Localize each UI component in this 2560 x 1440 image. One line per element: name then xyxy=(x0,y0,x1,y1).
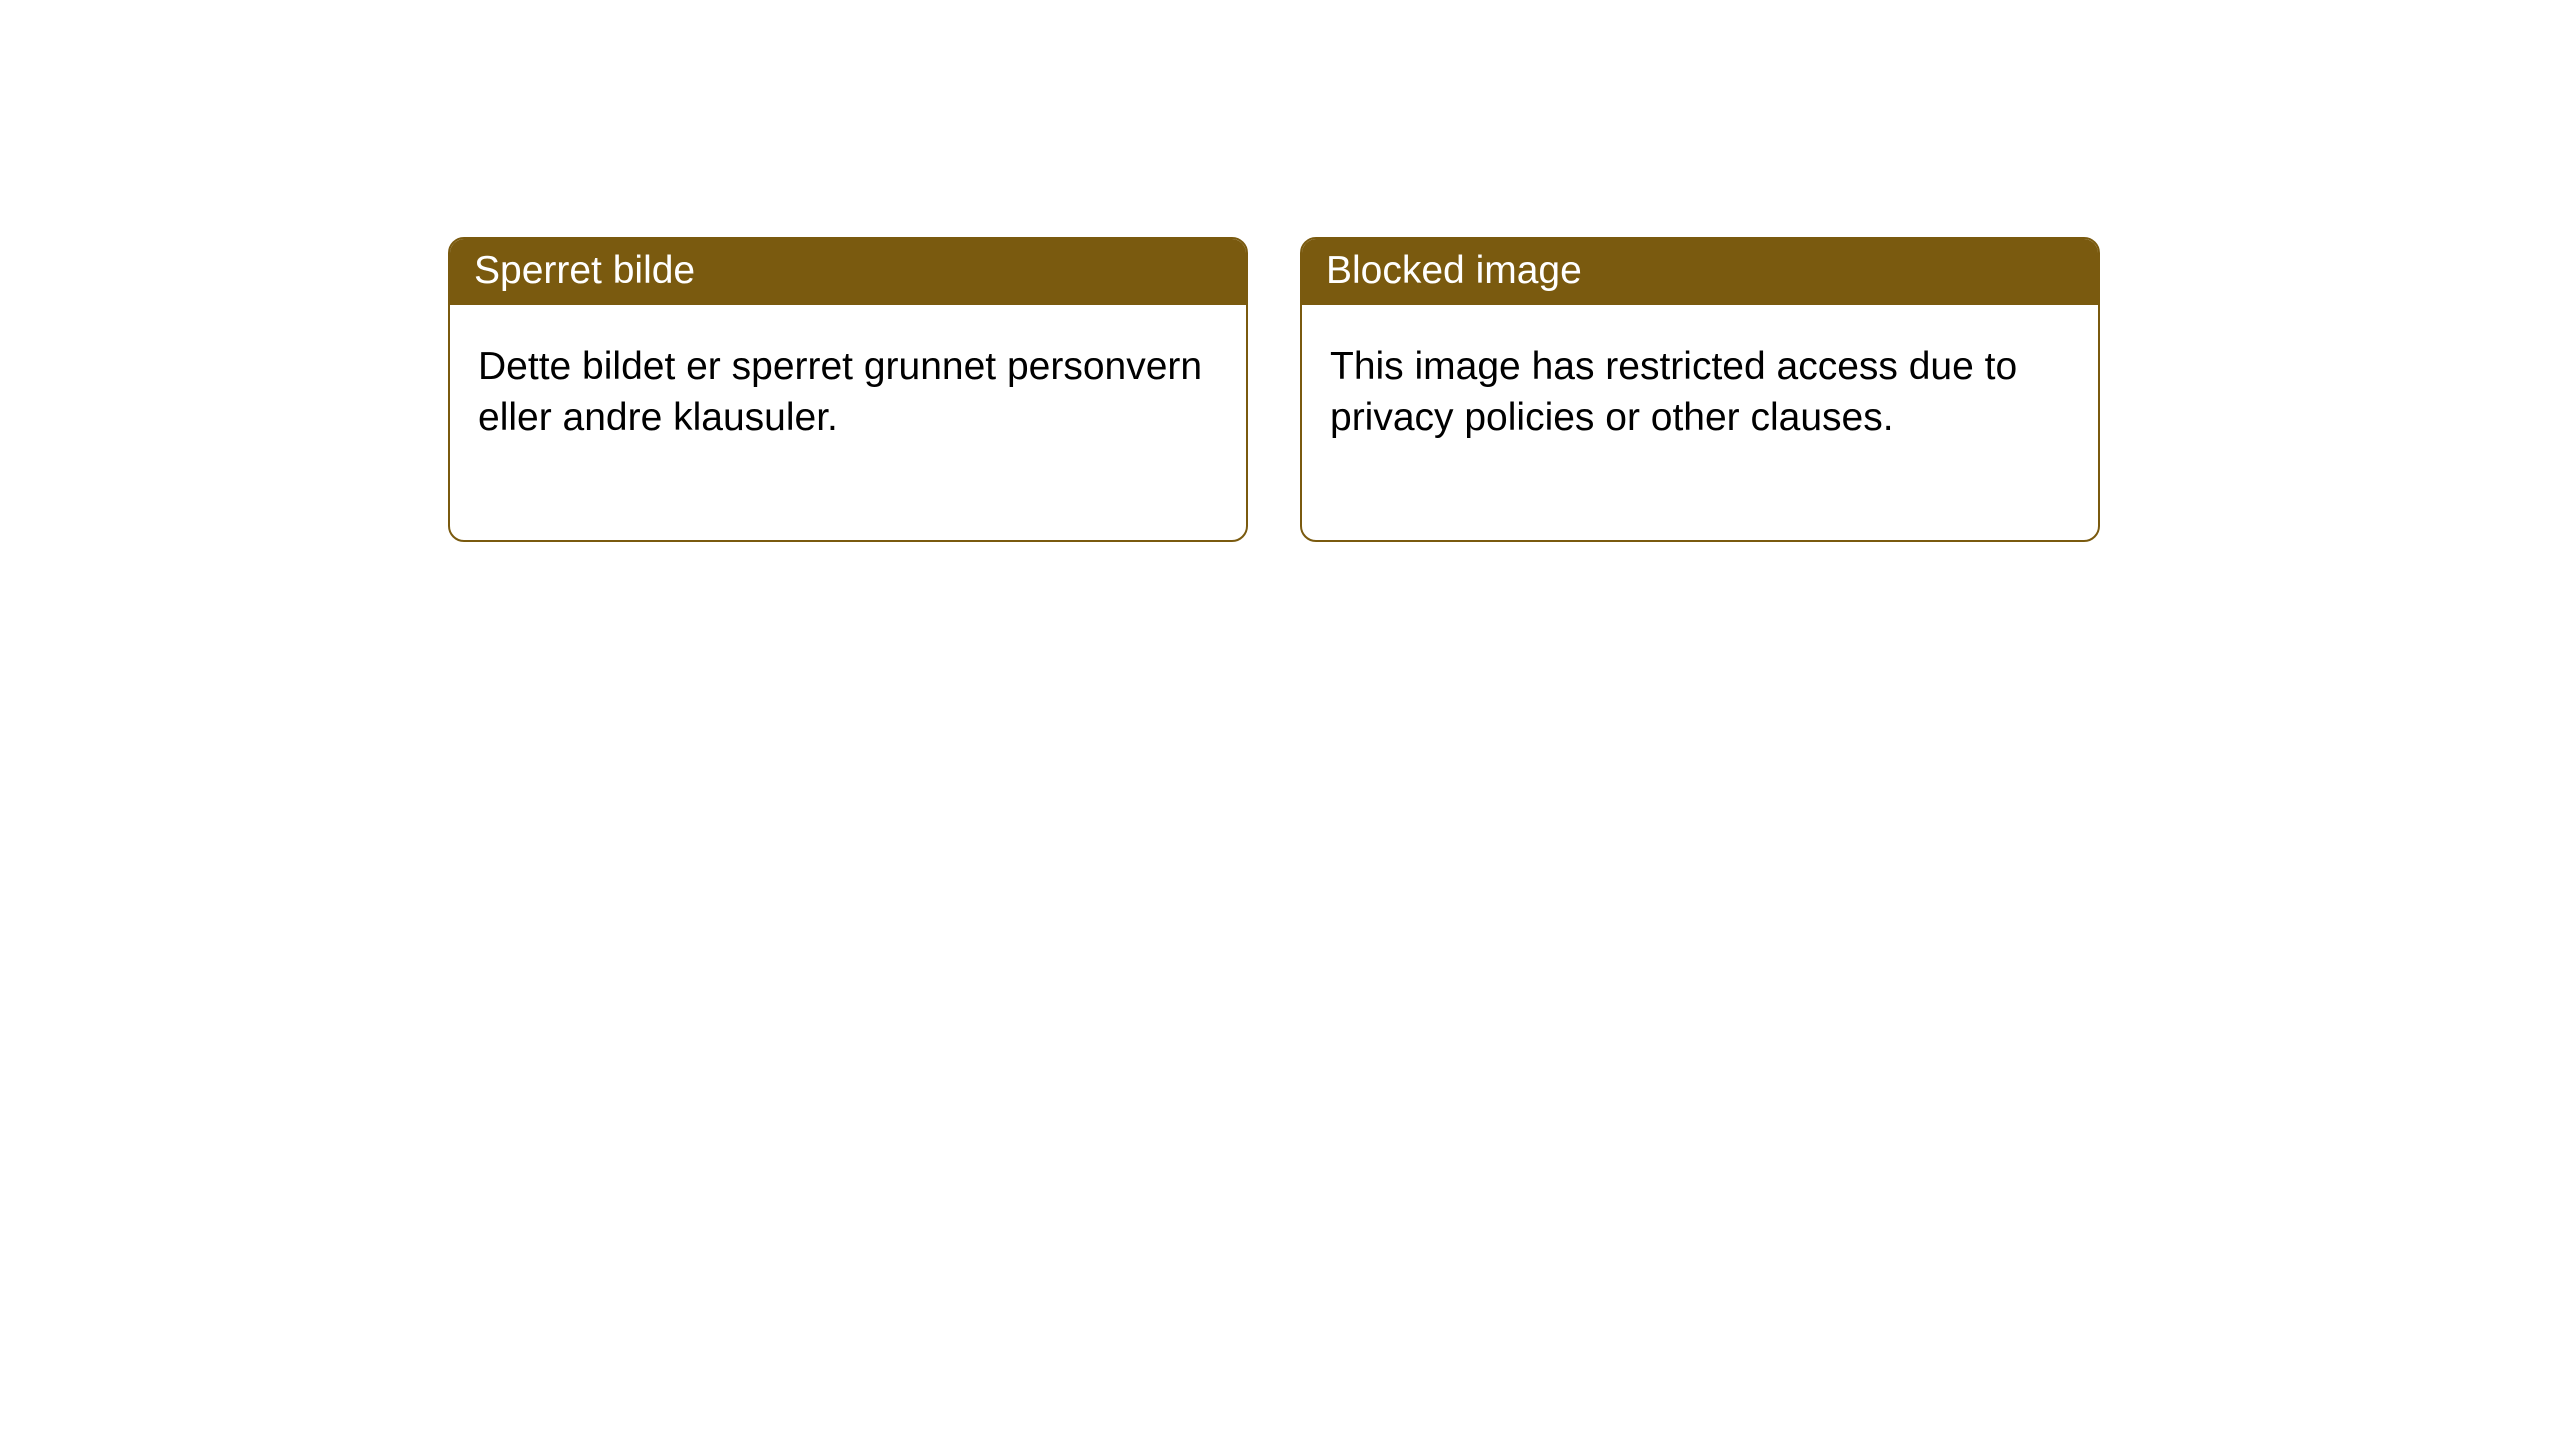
notice-container: Sperret bilde Dette bildet er sperret gr… xyxy=(448,237,2100,542)
notice-header: Sperret bilde xyxy=(450,239,1246,305)
notice-body: This image has restricted access due to … xyxy=(1302,305,2098,540)
notice-body: Dette bildet er sperret grunnet personve… xyxy=(450,305,1246,540)
notice-card-norwegian: Sperret bilde Dette bildet er sperret gr… xyxy=(448,237,1248,542)
notice-card-english: Blocked image This image has restricted … xyxy=(1300,237,2100,542)
notice-header: Blocked image xyxy=(1302,239,2098,305)
